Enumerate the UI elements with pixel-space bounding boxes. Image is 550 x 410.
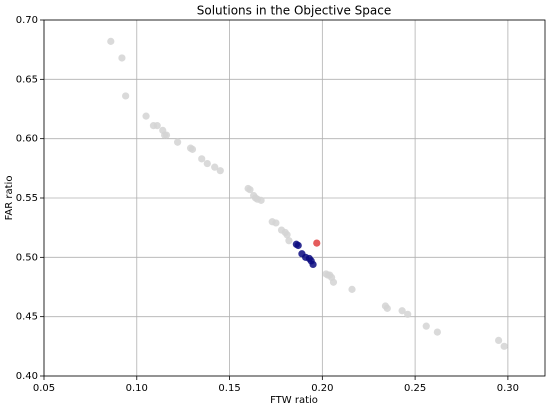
y-tick-label: 0.60	[16, 134, 38, 145]
point	[272, 219, 280, 227]
point	[174, 138, 182, 146]
point	[404, 310, 412, 318]
y-tick-label: 0.65	[16, 74, 38, 85]
x-tick-label: 0.10	[126, 383, 148, 394]
point	[211, 163, 219, 171]
y-tick-label: 0.45	[16, 312, 38, 323]
x-axis-label: FTW ratio	[270, 395, 318, 406]
point	[383, 304, 391, 312]
point	[188, 145, 197, 153]
point	[500, 342, 508, 350]
point	[313, 239, 321, 247]
point	[153, 122, 161, 130]
plot-frame	[43, 19, 546, 377]
point	[246, 186, 254, 194]
y-axis-label: FAR ratio	[4, 176, 15, 221]
point	[118, 54, 126, 62]
y-tick-label: 0.70	[16, 15, 38, 26]
point	[283, 231, 291, 239]
x-tick-label: 0.20	[311, 383, 333, 394]
point	[433, 328, 441, 336]
point	[142, 112, 150, 120]
y-tick-label: 0.50	[16, 252, 38, 263]
point	[422, 322, 430, 330]
point	[398, 307, 406, 315]
y-tick-label: 0.55	[16, 193, 38, 204]
x-tick-label: 0.05	[33, 383, 55, 394]
chart-title: Solutions in the Objective Space	[197, 4, 392, 18]
point	[329, 278, 338, 286]
x-tick-label: 0.15	[218, 383, 240, 394]
point	[203, 159, 211, 168]
point	[162, 131, 171, 139]
point	[294, 241, 302, 250]
point	[495, 336, 503, 344]
y-tick-label: 0.40	[16, 371, 38, 382]
point	[216, 167, 224, 175]
point	[107, 37, 115, 45]
x-tick-label: 0.25	[404, 383, 426, 394]
point	[198, 155, 206, 163]
x-tick-label: 0.30	[497, 383, 519, 394]
point	[257, 196, 265, 204]
point	[309, 260, 317, 269]
point	[122, 92, 130, 100]
point	[348, 285, 356, 293]
point	[285, 237, 293, 245]
